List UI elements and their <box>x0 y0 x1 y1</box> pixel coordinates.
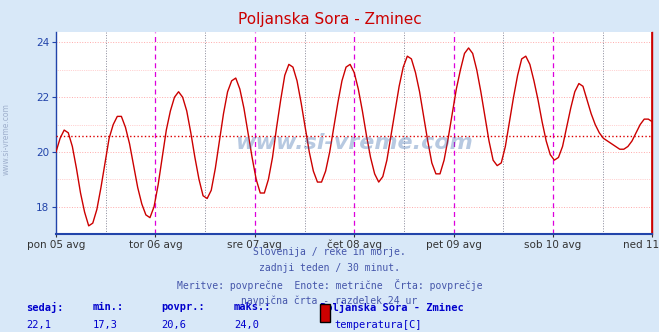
Text: Slovenija / reke in morje.: Slovenija / reke in morje. <box>253 247 406 257</box>
Text: Meritve: povprečne  Enote: metrične  Črta: povprečje: Meritve: povprečne Enote: metrične Črta:… <box>177 279 482 291</box>
Text: Poljanska Sora - Zminec: Poljanska Sora - Zminec <box>238 12 421 27</box>
Text: 17,3: 17,3 <box>92 320 117 330</box>
Text: Poljanska Sora - Zminec: Poljanska Sora - Zminec <box>320 302 463 313</box>
Text: zadnji teden / 30 minut.: zadnji teden / 30 minut. <box>259 263 400 273</box>
Text: 22,1: 22,1 <box>26 320 51 330</box>
Text: temperatura[C]: temperatura[C] <box>334 320 422 330</box>
Text: navpična črta - razdelek 24 ur: navpična črta - razdelek 24 ur <box>241 295 418 306</box>
Text: www.si-vreme.com: www.si-vreme.com <box>2 104 11 175</box>
Text: sedaj:: sedaj: <box>26 302 64 313</box>
Text: maks.:: maks.: <box>234 302 272 312</box>
Text: 20,6: 20,6 <box>161 320 186 330</box>
Text: min.:: min.: <box>92 302 123 312</box>
Text: povpr.:: povpr.: <box>161 302 205 312</box>
Text: 24,0: 24,0 <box>234 320 259 330</box>
Text: www.si-vreme.com: www.si-vreme.com <box>235 133 473 153</box>
